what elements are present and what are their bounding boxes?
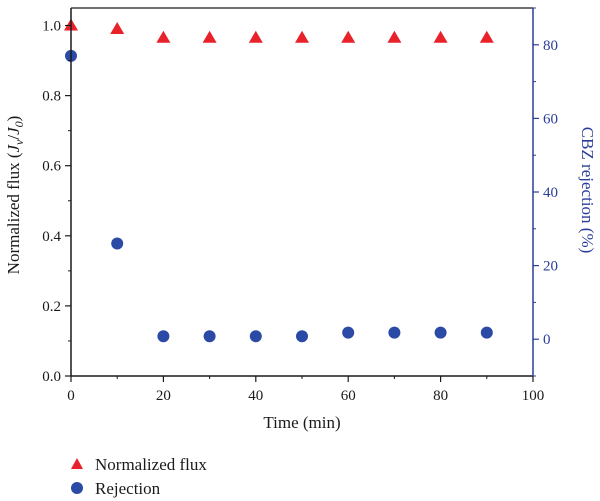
y-right-tick-label: 20 <box>543 259 558 275</box>
y-right-tick-label: 40 <box>543 185 558 201</box>
flux-point <box>341 30 356 43</box>
y-right-tick-label: 0 <box>543 332 551 348</box>
rejection-point <box>480 326 493 339</box>
flux-point <box>387 30 402 43</box>
y-left-tick-label: 1.0 <box>42 19 61 35</box>
rejection-point <box>249 330 262 343</box>
y-left-tick-label: 0.0 <box>42 369 61 385</box>
axes: 0 20 40 60 80 100 0.0 0.2 0.4 0.6 0.8 1.0 0 20 40 60 80 <box>42 7 558 404</box>
y-left-axis-title: Normalized flux (Jv/J0) <box>4 116 26 275</box>
y-right-axis-title: CBZ rejection (%) <box>578 127 597 254</box>
y-left-tick-label: 0.6 <box>42 159 61 175</box>
legend: Normalized flux Rejection <box>71 455 207 498</box>
rejection-point <box>342 326 355 339</box>
legend-label-rejection: Rejection <box>95 479 161 498</box>
rejection-point <box>157 330 170 343</box>
flux-point <box>156 30 171 43</box>
x-tick-label: 0 <box>67 388 75 404</box>
legend-triangle-marker <box>71 458 83 469</box>
y-left-tick-label: 0.4 <box>42 229 61 245</box>
x-axis-title: Time (min) <box>263 413 340 432</box>
flux-series <box>64 18 494 43</box>
y-left-tick-label: 0.8 <box>42 89 61 105</box>
x-tick-label: 40 <box>248 388 263 404</box>
flux-point <box>433 30 448 43</box>
x-tick-label: 20 <box>156 388 171 404</box>
rejection-series <box>65 49 493 343</box>
y-right-tick-label: 60 <box>543 111 558 127</box>
rejection-point <box>434 326 447 339</box>
flux-point <box>248 30 263 43</box>
y-right-tick-label: 80 <box>543 38 558 54</box>
flux-point <box>110 22 125 35</box>
rejection-point <box>111 237 124 250</box>
flux-point <box>479 30 494 43</box>
x-tick-label: 60 <box>341 388 356 404</box>
legend-label-flux: Normalized flux <box>95 455 207 474</box>
legend-circle-marker <box>71 482 83 494</box>
rejection-point <box>203 330 216 343</box>
flux-point <box>202 30 217 43</box>
y-left-tick-label: 0.2 <box>42 299 61 315</box>
flux-point <box>295 30 309 43</box>
x-tick-label: 100 <box>522 388 545 404</box>
rejection-point <box>388 326 401 339</box>
x-tick-label: 80 <box>433 388 448 404</box>
rejection-point <box>296 330 308 343</box>
